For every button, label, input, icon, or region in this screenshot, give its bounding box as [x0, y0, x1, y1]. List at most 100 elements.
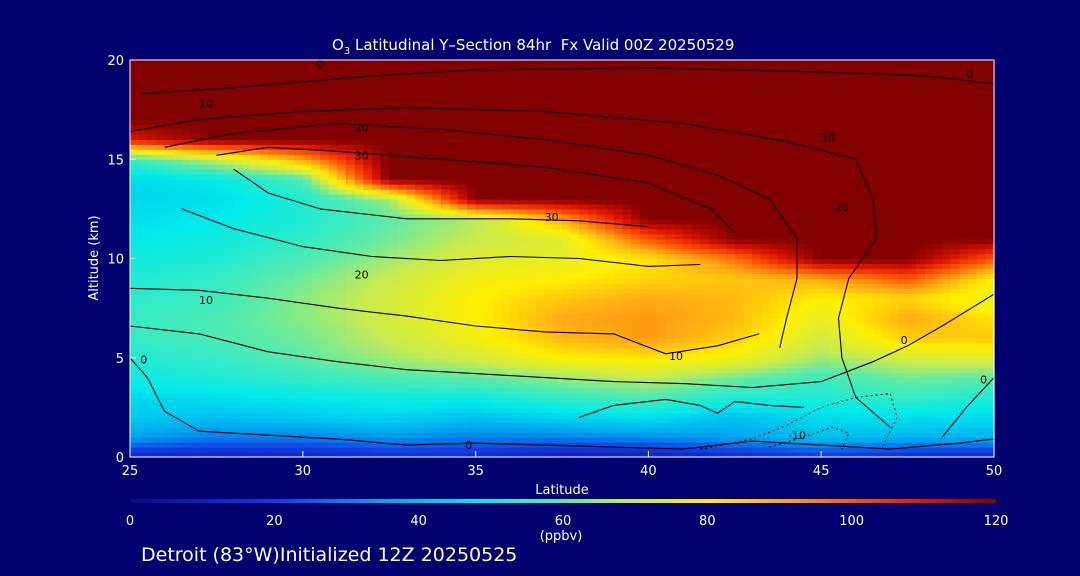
- heatmap-cell: [346, 417, 356, 423]
- heatmap-cell: [484, 332, 494, 339]
- heatmap-cell: [501, 283, 511, 289]
- heatmap-cell: [700, 258, 710, 265]
- heatmap-cell: [916, 347, 926, 354]
- heatmap-cell: [950, 332, 961, 339]
- heatmap-cell: [527, 313, 537, 319]
- heatmap-cell: [691, 233, 701, 240]
- heatmap-cell: [570, 342, 580, 349]
- heatmap-cell: [475, 283, 485, 289]
- heatmap-cell: [130, 342, 140, 349]
- heatmap-cell: [216, 223, 226, 230]
- heatmap-cell: [907, 248, 917, 255]
- heatmap-cell: [708, 273, 719, 279]
- heatmap-cell: [173, 283, 183, 289]
- heatmap-cell: [527, 243, 537, 250]
- heatmap-cell: [441, 273, 451, 279]
- heatmap-cell: [674, 362, 684, 369]
- heatmap-cell: [812, 253, 822, 260]
- heatmap-cell: [276, 288, 287, 294]
- heatmap-cell: [492, 248, 503, 255]
- heatmap-cell: [907, 422, 917, 428]
- heatmap-cell: [423, 263, 433, 270]
- heatmap-cell: [458, 377, 468, 384]
- heatmap-cell: [320, 248, 330, 255]
- heatmap-cell: [164, 288, 174, 294]
- heatmap-cell: [242, 313, 252, 319]
- heatmap-cell: [475, 422, 485, 428]
- heatmap-cell: [700, 377, 710, 384]
- heatmap-cell: [631, 407, 641, 413]
- heatmap-cell: [907, 332, 917, 339]
- heatmap-cell: [371, 223, 382, 230]
- heatmap-cell: [233, 407, 243, 413]
- heatmap-cell: [354, 432, 364, 438]
- heatmap-cell: [864, 347, 874, 354]
- heatmap-cell: [250, 392, 261, 399]
- heatmap-cell: [363, 223, 373, 230]
- heatmap-cell: [397, 248, 408, 255]
- heatmap-cell: [648, 308, 658, 314]
- heatmap-cell: [138, 387, 148, 394]
- heatmap-cell: [605, 258, 615, 265]
- heatmap-cell: [855, 427, 865, 433]
- heatmap-cell: [769, 372, 779, 379]
- heatmap-cell: [942, 283, 952, 289]
- heatmap-cell: [743, 268, 753, 274]
- heatmap-cell: [466, 228, 477, 235]
- heatmap-cell: [873, 427, 883, 433]
- heatmap-cell: [717, 372, 727, 379]
- title-subscript: 3: [344, 46, 350, 57]
- heatmap-cell: [752, 318, 762, 324]
- heatmap-cell: [371, 318, 382, 324]
- heatmap-cell: [294, 452, 304, 458]
- heatmap-cell: [907, 228, 917, 235]
- heatmap-cell: [415, 347, 425, 354]
- heatmap-cell: [596, 248, 606, 255]
- heatmap-cell: [181, 342, 192, 349]
- heatmap-cell: [682, 288, 693, 294]
- heatmap-cell: [786, 387, 796, 394]
- heatmap-cell: [700, 308, 710, 314]
- heatmap-cell: [492, 258, 503, 265]
- heatmap-cell: [250, 327, 261, 334]
- heatmap-cell: [812, 337, 822, 344]
- heatmap-cell: [881, 447, 891, 453]
- heatmap-cell: [155, 337, 166, 344]
- heatmap-cell: [147, 387, 157, 394]
- heatmap-cell: [518, 447, 529, 453]
- heatmap-cell: [147, 263, 157, 270]
- heatmap-cell: [294, 263, 304, 270]
- heatmap-cell: [752, 327, 762, 334]
- heatmap-cell: [587, 392, 598, 399]
- heatmap-cell: [406, 238, 416, 245]
- heatmap-cell: [147, 273, 157, 279]
- heatmap-cell: [657, 352, 667, 359]
- heatmap-cell: [639, 323, 649, 329]
- heatmap-cell: [795, 318, 805, 324]
- heatmap-cell: [648, 357, 658, 364]
- heatmap-cell: [786, 417, 796, 423]
- heatmap-cell: [682, 308, 693, 314]
- heatmap-cell: [924, 313, 935, 319]
- heatmap-cell: [924, 318, 935, 324]
- heatmap-cell: [207, 218, 217, 225]
- heatmap-cell: [337, 407, 347, 413]
- heatmap-cell: [803, 323, 814, 329]
- heatmap-cell: [268, 278, 278, 284]
- heatmap-cell: [873, 332, 883, 339]
- heatmap-cell: [346, 392, 356, 399]
- heatmap-cell: [432, 278, 442, 284]
- heatmap-cell: [579, 402, 589, 408]
- heatmap-cell: [596, 342, 606, 349]
- heatmap-cell: [320, 362, 330, 369]
- heatmap-cell: [484, 243, 494, 250]
- heatmap-cell: [397, 233, 408, 240]
- heatmap-cell: [795, 263, 805, 270]
- heatmap-cell: [873, 417, 883, 423]
- heatmap-cell: [484, 208, 494, 215]
- heatmap-cell: [346, 332, 356, 339]
- heatmap-cell: [225, 392, 235, 399]
- heatmap-cell: [613, 248, 624, 255]
- heatmap-cell: [717, 387, 727, 394]
- heatmap-cell: [536, 233, 546, 240]
